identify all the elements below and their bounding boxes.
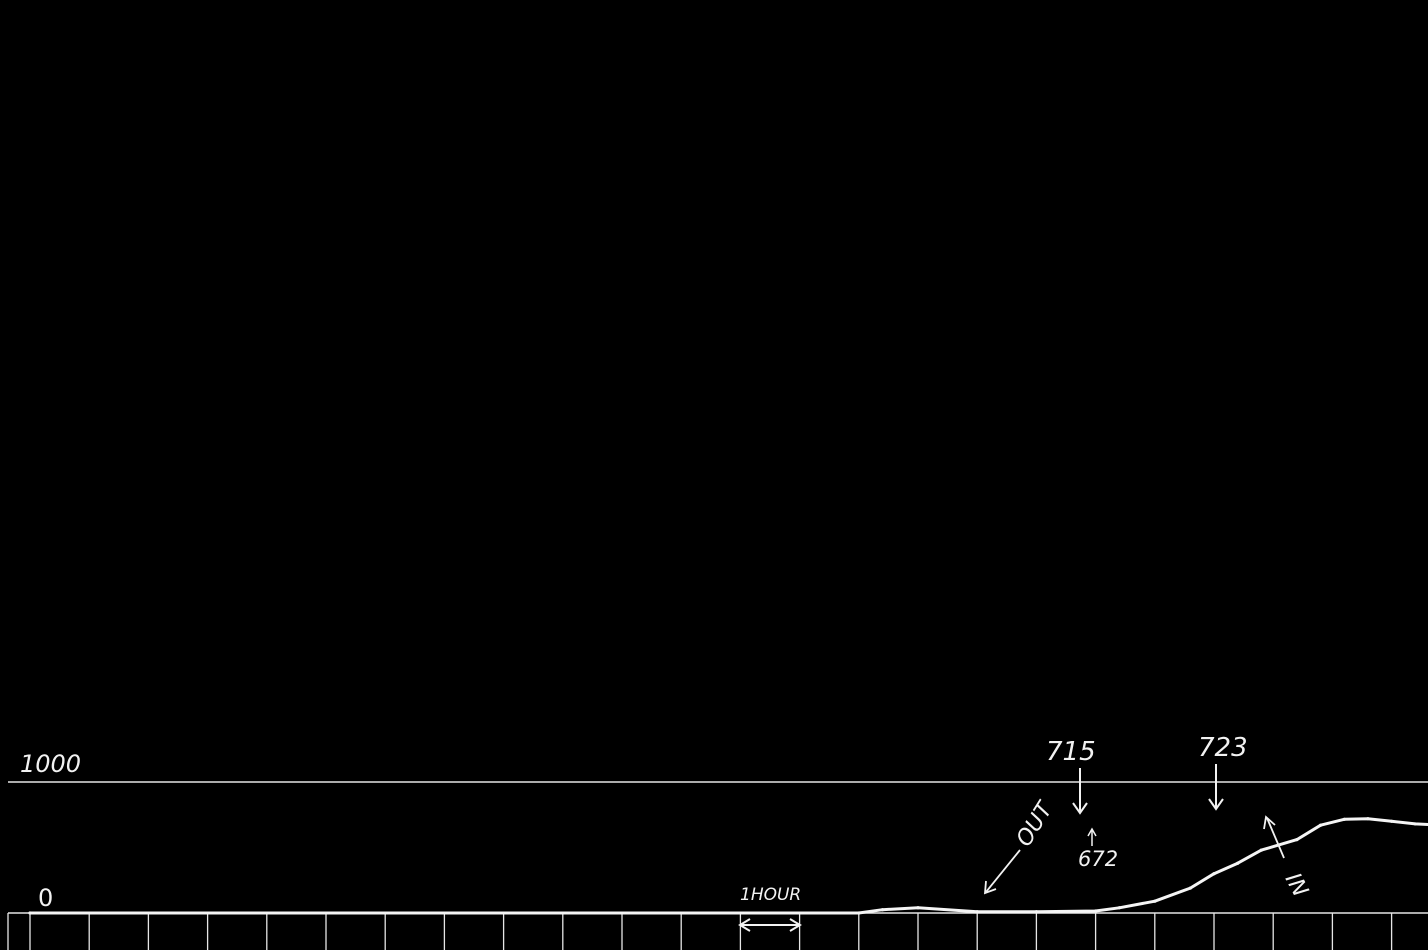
data-point: [1342, 817, 1346, 821]
arrow-in-head: [1263, 815, 1276, 830]
data-point: [1366, 817, 1370, 821]
chart-grid: [7, 913, 1393, 950]
arrow-peak1-head: [1072, 802, 1088, 815]
data-point: [1259, 848, 1263, 852]
data-point: [1153, 899, 1157, 903]
data-point: [975, 910, 979, 914]
annotation-peak2: 723: [1198, 733, 1248, 763]
hour-scale-left-arrow: [738, 918, 751, 932]
data-point: [1188, 886, 1192, 890]
hour-scale-marker: 1HOUR: [738, 885, 802, 932]
data-points: [28, 817, 1417, 915]
data-point: [916, 906, 920, 910]
data-point: [1295, 838, 1299, 842]
annotation-in: IN: [1280, 869, 1313, 901]
data-point: [1212, 872, 1216, 876]
data-trace: [30, 817, 1428, 915]
data-point: [1390, 819, 1394, 823]
arrow-out-shaft: [985, 849, 1021, 893]
annotation-out: OUT: [1012, 797, 1059, 851]
arrow-out-head: [983, 880, 997, 895]
hour-scale-right-arrow: [789, 918, 802, 932]
data-point: [880, 908, 885, 912]
data-point: [28, 911, 32, 915]
hour-scale-label: 1HOUR: [740, 885, 801, 905]
arrow-dip-head: [1087, 827, 1097, 837]
arrow-in-shaft: [1266, 817, 1285, 859]
y-label-1000: 1000: [20, 750, 81, 778]
data-point: [1034, 910, 1038, 914]
data-point: [1094, 909, 1098, 913]
annotations: 715 723 672 OUT IN: [983, 733, 1313, 901]
arrow-peak2-head: [1208, 798, 1224, 811]
data-point: [1318, 823, 1323, 827]
annotation-peak1: 715: [1046, 737, 1096, 767]
data-point: [857, 911, 861, 915]
data-point: [1413, 822, 1417, 826]
annotation-dip: 672: [1078, 847, 1118, 871]
data-point: [1236, 861, 1240, 865]
data-point: [1117, 906, 1121, 910]
y-label-0: 0: [38, 884, 53, 912]
